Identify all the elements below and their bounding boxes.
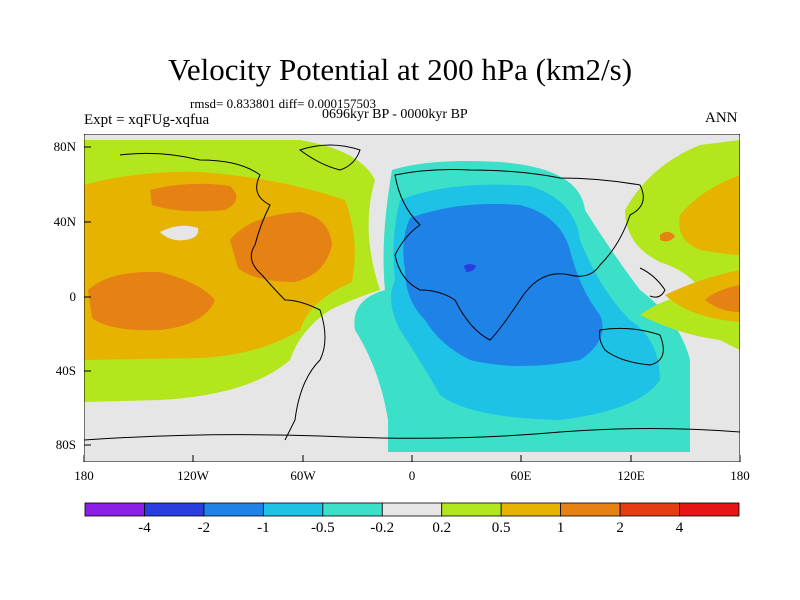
colorbar-label: -2 [197,520,211,536]
colorbar-swatch [560,502,621,517]
colorbar-label: -1 [257,520,270,536]
map-title: Velocity Potential at 200 hPa (km2/s) [167,52,633,87]
stats-line: rmsd= 0.833801 diff= 0.000157503 [190,96,376,111]
lat-label: 80S [55,437,76,452]
lon-label: 60E [510,468,532,483]
colorbar-swatch [619,502,680,517]
lon-label: 0 [408,468,416,483]
contour-east-darkblue [464,264,476,272]
lon-label: 120W [177,468,209,483]
colorbar-label: 2 [616,520,624,536]
lon-label: 180 [74,468,94,483]
period-label: 0696kyr BP - 0000kyr BP [322,107,468,122]
contour-east-darkorange-2 [660,231,675,242]
colorbar-label: 1 [556,520,565,536]
contour-fill [84,134,740,462]
coastlines [84,144,740,441]
season-label: ANN [705,110,738,126]
lon-label: 180 [730,468,750,483]
colorbar [84,502,740,517]
contour-west-dark-2 [88,271,215,331]
colorbar-swatch [500,502,562,517]
colorbar-swatch [441,502,502,517]
axis-ticks [83,146,741,462]
experiment-label: Expt = xqFUg-xqfua [84,112,210,128]
contour-west-neutral [160,225,199,241]
contour-east-blue [403,203,603,366]
lon-label: 120E [617,468,645,483]
colorbar-label: 0.5 [491,520,511,536]
contour-west-dark-3 [150,183,237,212]
colorbar-swatch [144,502,205,517]
colorbar-swatch [679,502,740,517]
lat-label: 40S [55,363,76,378]
colorbar-label: 0.2 [432,520,452,536]
contour-east-orange [679,175,740,255]
colorbar-label: 4 [675,520,684,536]
colorbar-swatch [262,502,324,517]
lon-label: 60W [290,468,316,483]
lat-label: 40N [53,214,76,229]
contour-west-dark-1 [230,212,332,282]
colorbar-swatch [381,502,443,517]
colorbar-label: -0.5 [310,520,335,536]
colorbar-swatch [203,502,264,517]
lat-label: 80N [53,139,76,154]
colorbar-swatch [84,502,145,517]
colorbar-label: -4 [138,520,151,536]
lat-label: 0 [69,289,77,304]
colorbar-label: -0.2 [370,520,395,536]
colorbar-swatch [322,502,383,517]
contour-east-darkorange [705,285,740,312]
